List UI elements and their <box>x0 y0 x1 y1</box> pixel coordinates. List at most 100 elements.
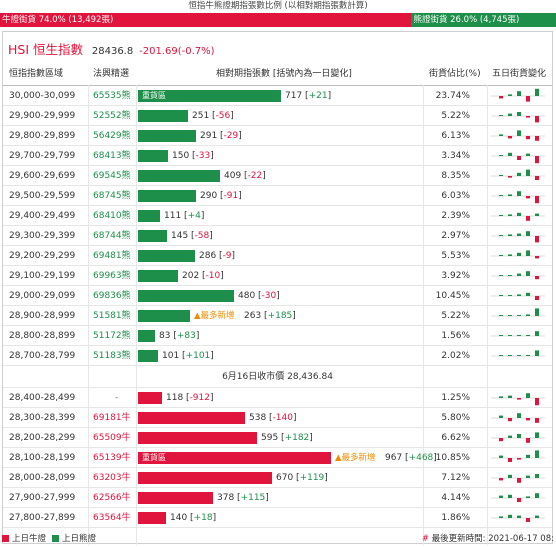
daily-change: [-9] <box>216 251 236 261</box>
warrant-code-link[interactable]: 63203牛 <box>93 473 131 483</box>
contracts-number: 202 <box>182 271 200 281</box>
page-title: HSI 恒生指數 <box>8 42 83 57</box>
sparkline-bar <box>526 335 530 336</box>
range-cell: 29,800-29,899 <box>9 131 76 141</box>
contracts-number: 480 <box>238 291 256 301</box>
sparkline-bar <box>499 295 503 296</box>
sparkline-bar <box>535 398 539 406</box>
sparkline-bar <box>508 254 512 256</box>
sparkline-bar <box>535 196 539 204</box>
daily-change-number: +185 <box>267 311 293 321</box>
sparkline-bar <box>535 474 539 478</box>
range-cell: 28,800-28,899 <box>9 331 76 341</box>
range-cell: 28,700-28,799 <box>9 351 76 361</box>
contracts-value: 409 [-22] <box>224 166 266 186</box>
warrant-code-link[interactable]: 52552熊 <box>93 111 131 121</box>
contracts-bar <box>138 512 166 524</box>
daily-change: [+83] <box>170 331 200 341</box>
sparkline-bar <box>517 478 521 483</box>
sparkline-bar <box>517 252 521 256</box>
sparkline-bar <box>517 172 521 176</box>
daily-change: [-22] <box>241 171 266 181</box>
sparkline-bar <box>535 156 539 164</box>
most-added-note: ▲最多新增 <box>194 311 235 321</box>
daily-change-number: -29 <box>223 131 239 141</box>
contracts-number: 140 <box>170 513 188 523</box>
sparkline-bar <box>526 169 530 176</box>
daily-change-number: +101 <box>185 351 211 361</box>
hash-mark: # <box>421 534 429 544</box>
warrant-code-link[interactable]: 65139牛 <box>93 453 131 463</box>
legend-bear-swatch <box>52 535 59 542</box>
bear-ratio-segment: 熊證街貨 26.0% (4,745張) <box>411 13 556 27</box>
hsi-value: 28436.8 <box>91 46 134 57</box>
table-row: 29,400-29,499 68410熊 111 [+4] 2.39% <box>3 206 552 226</box>
warrant-code-link[interactable]: 68410熊 <box>93 211 131 221</box>
sparkline-bar <box>526 196 530 199</box>
column-divider <box>88 85 89 545</box>
column-divider <box>136 85 137 545</box>
five-day-sparkline <box>491 88 545 102</box>
daily-change-number: -91 <box>223 191 239 201</box>
range-cell: 29,900-29,999 <box>9 111 76 121</box>
ratio-cell: 5.80% <box>441 413 470 423</box>
range-cell: 29,600-29,699 <box>9 171 76 181</box>
sparkline-bar <box>535 493 539 498</box>
ratio-cell: 4.14% <box>441 493 470 503</box>
contracts-bar <box>138 412 245 424</box>
sparkline-bar <box>535 450 539 458</box>
table-row: 29,100-29,199 69963熊 202 [-10] 3.92% <box>3 266 552 286</box>
warrant-code-link[interactable]: 63564牛 <box>93 513 131 523</box>
warrant-code-link[interactable]: 51581熊 <box>93 311 131 321</box>
ratio-cell: 8.35% <box>441 171 470 181</box>
five-day-sparkline <box>491 152 545 164</box>
daily-change: [+182] <box>278 433 313 443</box>
daily-change-number: -140 <box>272 413 293 423</box>
daily-change: [-29] <box>217 131 242 141</box>
table-row: 29,300-29,399 68744熊 145 [-58] 2.97% <box>3 226 552 246</box>
warrant-code-link[interactable]: 68745熊 <box>93 191 131 201</box>
warrant-code-link[interactable]: 62566牛 <box>93 493 131 503</box>
sparkline-bar <box>499 415 503 418</box>
warrant-code-link[interactable]: 56429熊 <box>93 131 131 141</box>
daily-change-number: +182 <box>284 433 310 443</box>
warrant-code-link[interactable]: 65509牛 <box>93 433 131 443</box>
ratio-cell: 1.86% <box>441 513 470 523</box>
sparkline-bar <box>526 518 530 522</box>
contracts-bar <box>138 492 213 504</box>
contracts-bar <box>138 210 160 222</box>
daily-change: [+4] <box>181 211 205 221</box>
sparkline-bar <box>508 514 512 518</box>
sparkline-bar <box>517 458 521 460</box>
sparkline-bar <box>499 115 503 116</box>
ratio-cell: 10.45% <box>435 291 470 301</box>
contracts-number: 717 <box>285 91 303 101</box>
warrant-code-link[interactable]: 68744熊 <box>93 231 131 241</box>
range-cell: 27,800-27,899 <box>9 513 76 523</box>
warrant-code-link[interactable]: 68413熊 <box>93 151 131 161</box>
warrant-code-link[interactable]: 69545熊 <box>93 171 131 181</box>
heavy-zone-label: 重貨區 <box>142 91 166 100</box>
sparkline-bar <box>535 296 539 300</box>
contracts-value: 967 [+468] <box>385 448 437 468</box>
warrant-code-link[interactable]: 51183熊 <box>93 351 131 361</box>
contracts-value: 595 [+182] <box>261 428 313 448</box>
warrant-code-link[interactable]: 69836熊 <box>93 291 131 301</box>
warrant-code-link[interactable]: 51172熊 <box>93 331 131 341</box>
warrant-code-link[interactable]: 69963熊 <box>93 271 131 281</box>
warrant-code-link[interactable]: 69481熊 <box>93 251 131 261</box>
range-cell: 29,400-29,499 <box>9 211 76 221</box>
daily-change-number: +4 <box>187 211 201 221</box>
warrant-code-link[interactable]: 65535熊 <box>93 91 131 101</box>
contracts-number: 670 <box>276 473 294 483</box>
warrant-code-link[interactable]: 69181牛 <box>93 413 131 423</box>
ratio-cell: 1.56% <box>441 331 470 341</box>
most-added-note: ▲最多新增 <box>335 453 376 463</box>
contracts-number: 290 <box>200 191 218 201</box>
daily-change-number: -9 <box>222 251 232 261</box>
sparkline-bar <box>517 112 521 116</box>
ratio-cell: 23.74% <box>435 91 470 101</box>
contracts-number: 286 <box>199 251 217 261</box>
contracts-number: 409 <box>224 171 242 181</box>
contracts-bar <box>138 110 188 122</box>
